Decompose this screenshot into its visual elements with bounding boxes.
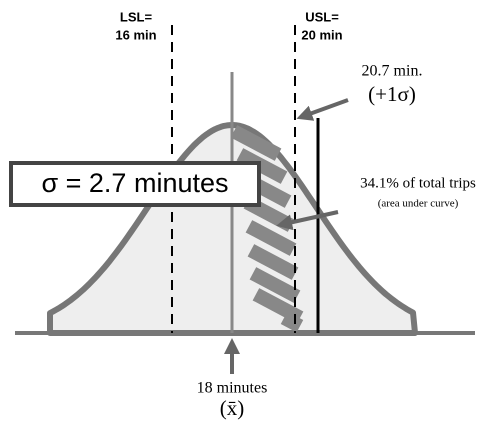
usl-label: USL= <box>305 9 339 24</box>
sigma-label: (+1σ) <box>368 82 416 106</box>
area-label: 34.1% of total trips <box>360 175 476 191</box>
mean-label: (x̄) <box>220 396 245 420</box>
hatch-bar <box>245 220 297 256</box>
sigma-value: 20.7 min. <box>362 63 423 80</box>
area-note: (area under curve) <box>378 198 459 210</box>
arrow <box>276 210 339 231</box>
hatch-bar <box>249 267 301 303</box>
lsl-label: LSL= <box>120 9 153 24</box>
lsl-value: 16 min <box>115 27 156 42</box>
hatch-bar <box>230 125 282 161</box>
sigma-text: σ = 2.7 minutes <box>41 168 228 198</box>
usl-value: 20 min <box>301 27 342 42</box>
mean-value: 18 minutes <box>197 380 268 397</box>
arrow <box>296 98 349 121</box>
hatch-bar <box>280 311 304 333</box>
sigma-box <box>9 161 261 207</box>
hatch-bar <box>247 244 299 280</box>
hatch-bar <box>236 148 288 184</box>
